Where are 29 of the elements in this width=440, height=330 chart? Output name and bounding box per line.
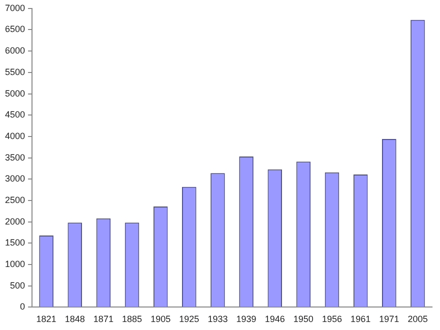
x-tick-label: 1925 <box>179 314 200 324</box>
y-tick-label: 0 <box>20 302 26 312</box>
x-tick-label: 1971 <box>379 314 400 324</box>
x-tick-label: 2005 <box>408 314 428 324</box>
y-tick-label: 500 <box>10 280 26 290</box>
y-tick-label: 2000 <box>4 216 26 226</box>
x-tick-label: 1950 <box>293 314 314 324</box>
y-tick-label: 1500 <box>4 238 26 248</box>
x-tick-label: 1961 <box>350 314 371 324</box>
x-tick-label: 1848 <box>64 314 85 324</box>
y-tick-label: 5500 <box>4 66 26 77</box>
y-tick-label: 2500 <box>4 194 26 205</box>
x-tick-label: 1956 <box>322 314 342 324</box>
y-tick-label: 5000 <box>4 88 26 98</box>
y-tick-label: 4000 <box>4 130 26 141</box>
y-tick-label: 6500 <box>4 24 26 34</box>
y-tick-label: 7000 <box>4 2 26 13</box>
x-tick-label: 1946 <box>264 314 285 324</box>
x-tick-label: 1939 <box>236 314 256 324</box>
y-tick-label: 4500 <box>4 110 26 120</box>
y-tick-label: 3000 <box>4 174 26 184</box>
x-tick-label: 1871 <box>93 314 114 324</box>
x-tick-label: 1905 <box>150 314 171 324</box>
y-tick-label: 3500 <box>4 152 26 162</box>
y-tick-label: 1000 <box>4 259 26 269</box>
x-tick-label: 1885 <box>122 314 142 324</box>
y-tick-label: 6000 <box>4 46 26 56</box>
x-tick-label: 1933 <box>208 314 228 324</box>
x-tick-label: 1821 <box>36 314 56 324</box>
